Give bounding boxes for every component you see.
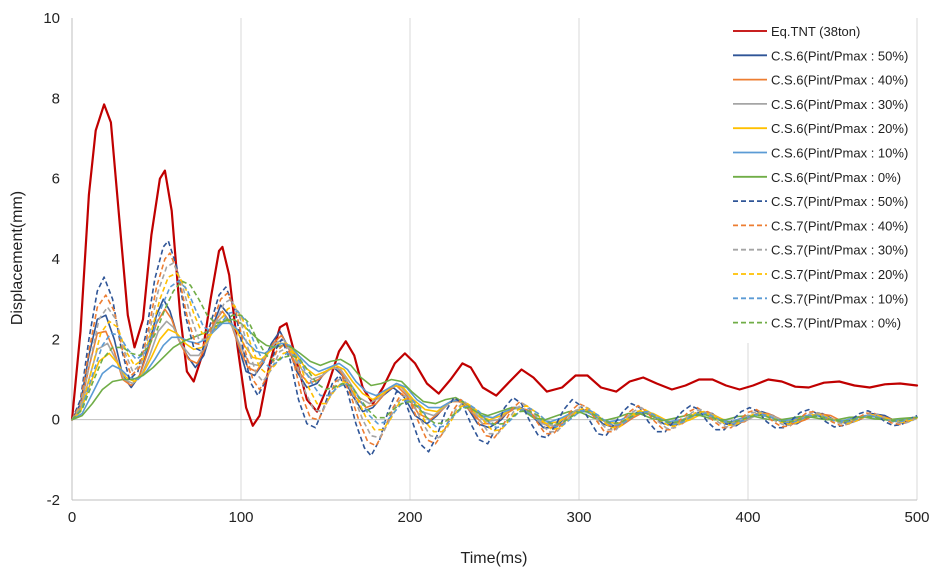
legend-label: C.S.7(Pint/Pmax : 40%) [771,218,908,233]
x-tick-label: 0 [68,509,76,526]
legend-label: C.S.7(Pint/Pmax : 20%) [771,267,908,282]
x-tick-label: 500 [904,509,929,526]
legend-label: C.S.6(Pint/Pmax : 50%) [771,48,908,63]
legend-label: C.S.6(Pint/Pmax : 40%) [771,73,908,88]
legend-label: C.S.6(Pint/Pmax : 30%) [771,97,908,112]
legend-label: Eq.TNT (38ton) [771,24,860,39]
series-line-12 [71,280,918,426]
x-axis-title: Time(ms) [461,550,528,567]
legend-label: C.S.7(Pint/Pmax : 30%) [771,243,908,258]
series-lines [70,103,919,457]
legend-label: C.S.7(Pint/Pmax : 0%) [771,316,901,331]
x-tick-label: 100 [228,509,253,526]
series-line-0 [70,103,919,427]
y-tick-label: 4 [52,251,60,268]
legend-label: C.S.7(Pint/Pmax : 10%) [771,291,908,306]
legend-label: C.S.7(Pint/Pmax : 50%) [771,194,908,209]
x-tick-label: 300 [566,509,591,526]
legend-background [726,18,916,343]
legend: Eq.TNT (38ton) C.S.6(Pint/Pmax : 50%) C.S.… [726,18,916,343]
y-tick-label: 2 [52,331,60,348]
series-line-7 [71,240,918,457]
y-tick-label: 6 [52,171,60,188]
y-tick-label: 0 [52,412,60,429]
x-tick-label: 200 [397,509,422,526]
legend-label: C.S.6(Pint/Pmax : 10%) [771,146,908,161]
series-line-9 [71,262,918,439]
legend-label: C.S.6(Pint/Pmax : 20%) [771,121,908,136]
x-tick-label: 400 [735,509,760,526]
legend-label: C.S.6(Pint/Pmax : 0%) [771,170,901,185]
series-line-8 [71,252,918,447]
y-axis-title: Displacement(mm) [9,191,26,325]
y-tick-label: -2 [47,492,60,509]
y-tick-label: 8 [52,90,60,107]
y-tick-label: 10 [43,10,60,27]
